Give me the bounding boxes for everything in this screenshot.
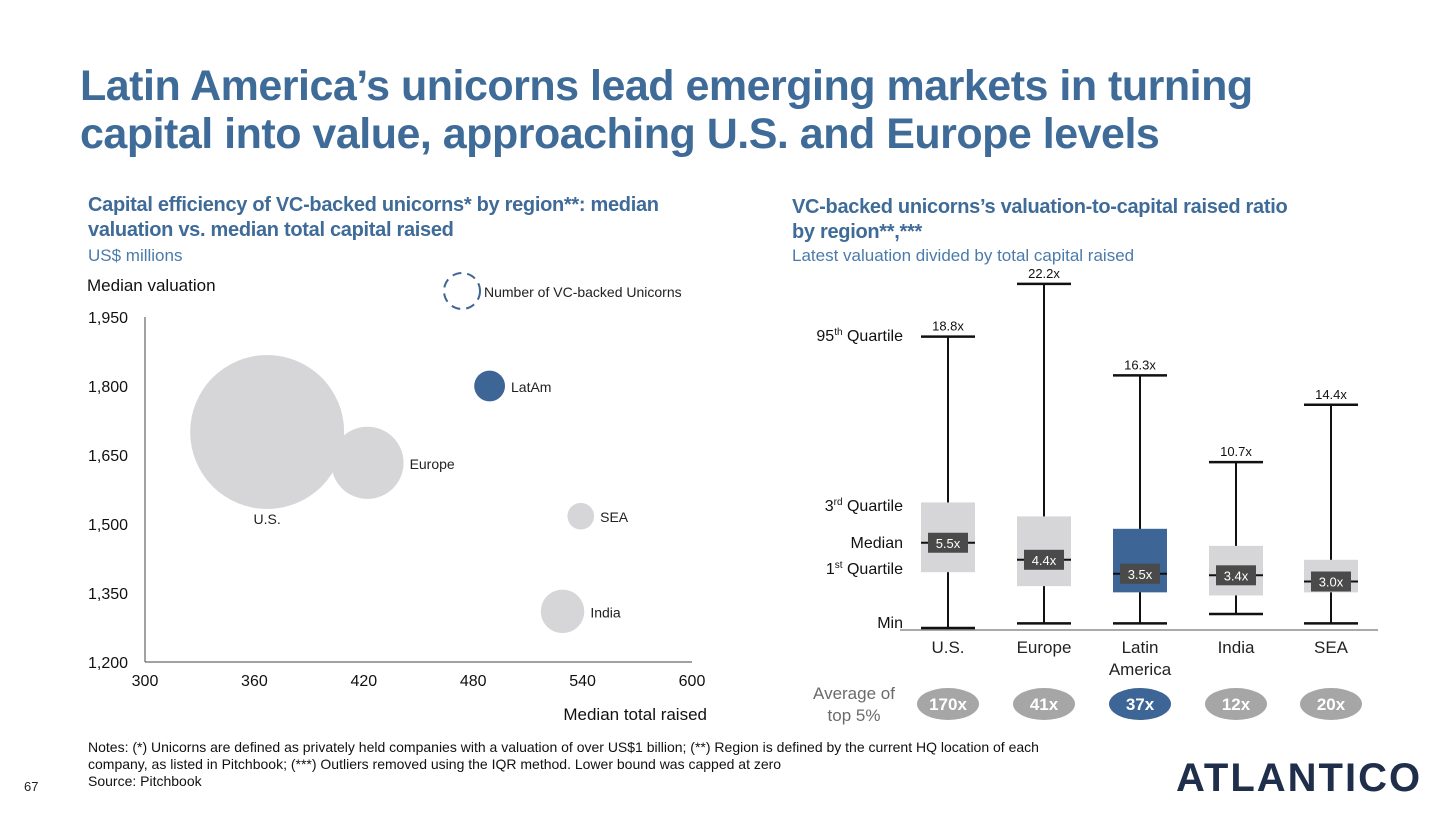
median-label-box xyxy=(928,532,968,553)
row-label-min: Min xyxy=(877,615,903,632)
bubble-label: Europe xyxy=(410,456,455,472)
row-label-median: Median xyxy=(851,535,903,552)
bubble-us xyxy=(190,355,345,509)
avg-top5-pill xyxy=(1300,688,1362,720)
median-label-box xyxy=(1311,571,1351,592)
source-text: Source: Pitchbook xyxy=(88,773,202,789)
max-label: 22.2x xyxy=(1028,266,1060,281)
y-tick-label: 1,650 xyxy=(88,448,128,465)
right-chart-subheading: Latest valuation divided by total capita… xyxy=(792,246,1135,265)
y-tick-label: 1,350 xyxy=(88,586,128,603)
right-chart-heading: VC-backed unicorns’s valuation-to-capita… xyxy=(792,196,1288,243)
avg-top5-pill xyxy=(1109,688,1171,720)
bubble-india xyxy=(540,589,585,634)
row-label-3rd-quartile: 3rd Quartile xyxy=(825,497,903,515)
bubble-label: U.S. xyxy=(254,511,281,527)
avg-top5-label: Average of xyxy=(813,684,895,703)
median-label-box xyxy=(1024,549,1064,570)
median-label-box xyxy=(1216,565,1256,586)
legend-label: Number of VC-backed Unicorns xyxy=(484,284,682,300)
x-tick-label: 540 xyxy=(569,673,596,690)
bubble-label: India xyxy=(590,604,621,620)
page-number: 67 xyxy=(24,779,39,794)
left-chart-heading: Capital efficiency of VC-backed unicorns… xyxy=(88,194,659,241)
median-label: 4.4x xyxy=(1032,553,1057,568)
category-label: Europe xyxy=(1017,638,1072,657)
row-label-95th: 95th Quartile xyxy=(816,327,903,345)
median-label-box xyxy=(1120,563,1160,584)
avg-top5-value: 12x xyxy=(1222,695,1251,714)
bubble-europe xyxy=(331,426,404,499)
atlantico-logo: ATLANTICO xyxy=(1176,756,1423,800)
y-tick-label: 1,500 xyxy=(88,517,128,534)
legend-dashed-circle-icon xyxy=(443,272,481,310)
avg-top5-value: 170x xyxy=(929,695,967,714)
median-label: 3.4x xyxy=(1224,568,1249,583)
median-label: 3.0x xyxy=(1319,575,1344,590)
bubble-sea xyxy=(567,502,595,530)
avg-top5-pill xyxy=(917,688,979,720)
x-tick-label: 600 xyxy=(679,673,706,690)
max-label: 16.3x xyxy=(1124,357,1156,372)
category-label: America xyxy=(1109,660,1172,679)
category-label: SEA xyxy=(1314,638,1349,657)
max-label: 14.4x xyxy=(1315,387,1347,402)
x-axis-label: Median total raised xyxy=(563,705,707,724)
y-tick-label: 1,200 xyxy=(88,655,128,672)
row-label-1st-quartile: 1st Quartile xyxy=(826,560,903,578)
bubble-label: LatAm xyxy=(511,379,551,395)
y-tick-label: 1,950 xyxy=(88,310,128,327)
x-tick-label: 360 xyxy=(241,673,268,690)
y-tick-label: 1,800 xyxy=(88,379,128,396)
left-chart-unit: US$ millions xyxy=(88,246,183,265)
avg-top5-pill xyxy=(1205,688,1267,720)
median-label: 5.5x xyxy=(936,536,961,551)
median-label: 3.5x xyxy=(1128,567,1153,582)
avg-top5-value: 20x xyxy=(1317,695,1346,714)
slide-title: Latin America’s unicorns lead emerging m… xyxy=(80,62,1253,158)
x-tick-label: 420 xyxy=(350,673,377,690)
bubble-latam xyxy=(474,370,506,402)
category-label: U.S. xyxy=(931,638,964,657)
avg-top5-value: 41x xyxy=(1030,695,1059,714)
max-label: 10.7x xyxy=(1220,444,1252,459)
avg-top5-label: top 5% xyxy=(828,706,881,725)
y-axis-label: Median valuation xyxy=(87,276,216,295)
x-tick-label: 300 xyxy=(132,673,159,690)
notes-text: Notes: (*) Unicorns are defined as priva… xyxy=(88,739,1039,772)
category-label: India xyxy=(1218,638,1255,657)
bubble-label: SEA xyxy=(600,509,629,525)
footnotes: Notes: (*) Unicorns are defined as priva… xyxy=(88,739,1048,790)
max-label: 18.8x xyxy=(932,319,964,334)
category-label: Latin xyxy=(1122,638,1159,657)
avg-top5-value: 37x xyxy=(1126,695,1155,714)
x-tick-label: 480 xyxy=(460,673,487,690)
avg-top5-pill xyxy=(1013,688,1075,720)
